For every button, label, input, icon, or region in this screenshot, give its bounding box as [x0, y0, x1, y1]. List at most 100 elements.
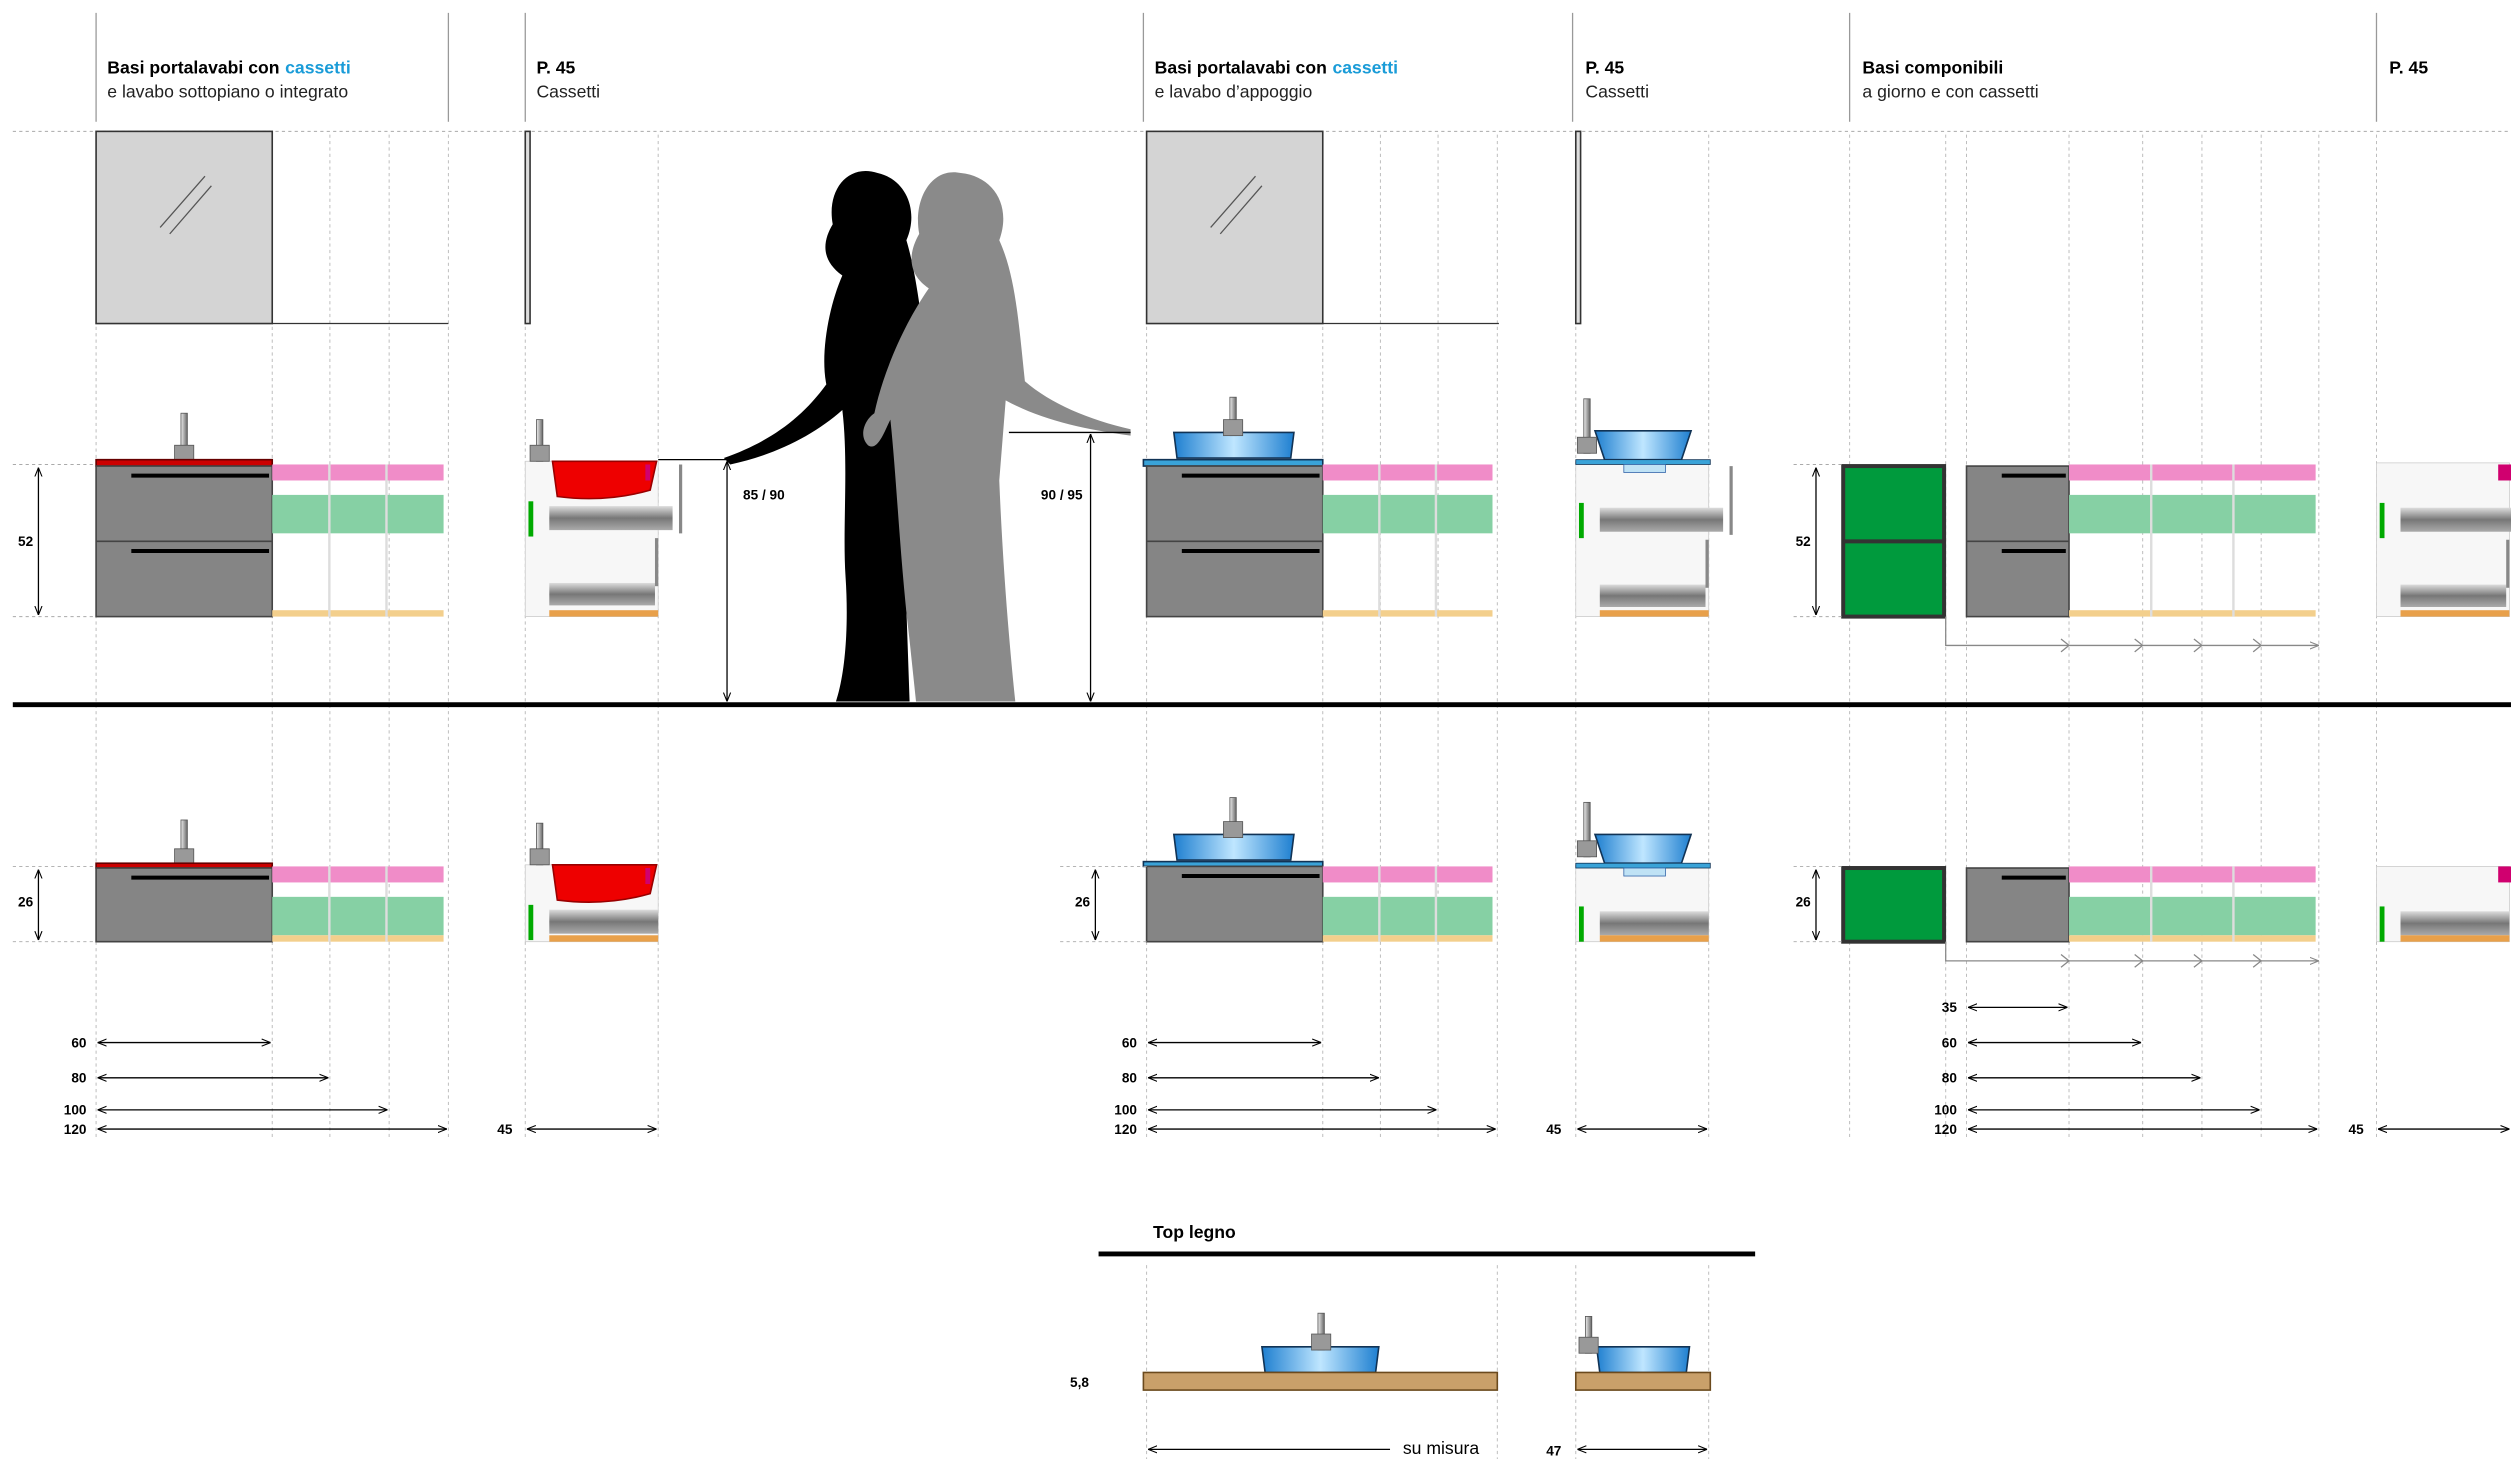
mark — [2498, 464, 2511, 481]
mark-green — [2379, 906, 2385, 942]
faucet-base — [1576, 840, 1597, 858]
label: 80 — [1942, 1071, 1958, 1086]
stripe-green — [1322, 896, 1493, 936]
bowl — [1593, 833, 1693, 865]
stripe-orange — [1322, 610, 1493, 617]
section-title: P. 45 — [536, 58, 575, 78]
stripe-orange — [272, 935, 444, 942]
silhouettes — [723, 170, 1131, 702]
sink-red — [551, 864, 658, 903]
stripe-green — [2069, 494, 2316, 534]
label: 80 — [1122, 1071, 1138, 1086]
faucet-base — [1311, 1333, 1332, 1351]
expand-arrow — [2252, 638, 2263, 653]
title: P. 45 — [2389, 58, 2428, 78]
label: 60 — [1942, 1035, 1958, 1050]
title: Basi componibili — [1862, 58, 2003, 78]
pipe — [2400, 911, 2510, 936]
mark-green — [528, 501, 534, 537]
label: 60 — [1122, 1035, 1138, 1050]
stripe-green — [272, 494, 444, 534]
stripe-green — [1322, 494, 1493, 534]
faucet-base — [1576, 436, 1597, 454]
wood-top — [1574, 1371, 1712, 1391]
label: 45 — [2349, 1122, 2365, 1137]
expand-arrow — [2134, 638, 2144, 653]
wood-top — [1142, 1371, 1499, 1391]
title: Basi portalavabi con — [107, 58, 279, 78]
pipe — [1599, 584, 1706, 607]
label: 80 — [71, 1071, 87, 1086]
title: P. 45 — [536, 58, 575, 78]
mirror-side — [1574, 130, 1582, 325]
stripe-green — [272, 896, 444, 936]
label: 52 — [18, 534, 34, 549]
section-title: Basi portalavabi con cassetti — [107, 58, 350, 78]
reflection — [1210, 175, 1256, 228]
label: e lavabo d’appoggio — [1155, 82, 1313, 102]
title: P. 45 — [1585, 58, 1624, 78]
expand-line — [1945, 616, 2319, 646]
label: 35 — [1942, 1000, 1958, 1015]
label: 45 — [497, 1122, 513, 1137]
bowl — [1172, 431, 1295, 459]
label: 100 — [1114, 1103, 1137, 1118]
bowl — [1593, 430, 1693, 461]
mirror — [1145, 130, 1324, 325]
pipe — [2400, 584, 2507, 607]
stripe-orange — [2400, 935, 2510, 942]
title: Basi portalavabi con — [1155, 58, 1327, 78]
pipe — [549, 506, 673, 531]
bowl — [1595, 1346, 1691, 1374]
pipe — [1599, 507, 1724, 532]
sink-red — [551, 460, 658, 500]
label: su misura — [1403, 1438, 1480, 1458]
label: 120 — [64, 1122, 87, 1137]
mark-green — [1578, 906, 1584, 942]
pipe — [549, 909, 659, 934]
mirror — [95, 130, 274, 325]
stripe-green — [2069, 896, 2316, 936]
label: 5,8 — [1070, 1375, 1089, 1390]
expand-line — [1945, 941, 2319, 961]
counter — [1575, 459, 1711, 465]
label: 26 — [1796, 894, 1812, 909]
expand-arrow — [2060, 953, 2071, 968]
section-title: Basi componibili — [1862, 58, 2003, 78]
label: Top legno — [1153, 1222, 1236, 1242]
drain — [1623, 464, 1666, 473]
stripe-orange — [1599, 935, 1709, 942]
counter — [1575, 862, 1711, 869]
faucet-base — [1578, 1336, 1599, 1354]
label: 90 / 95 — [1041, 488, 1083, 503]
expand-arrow — [2193, 953, 2203, 968]
label: 120 — [1934, 1122, 1957, 1137]
counter — [1142, 458, 1324, 467]
mark — [2498, 866, 2511, 883]
label: Cassetti — [1585, 82, 1649, 102]
reflection — [169, 185, 212, 235]
mark — [645, 868, 651, 885]
label: a giorno e con cassetti — [1862, 82, 2038, 102]
open-cabinet — [1841, 866, 1947, 944]
mark — [645, 464, 651, 481]
drain — [1623, 867, 1666, 877]
stripe-pink — [1322, 464, 1493, 481]
stripe-orange — [2069, 610, 2316, 617]
section-title: Basi portalavabi con cassetti — [1155, 58, 1398, 78]
silhouette-gray — [863, 172, 1131, 702]
faucet-base — [1223, 419, 1244, 437]
label: e lavabo sottopiano o integrato — [107, 82, 348, 102]
label: 26 — [1075, 894, 1091, 909]
reflection — [1219, 185, 1263, 235]
stripe-orange — [2400, 610, 2510, 617]
expand-arrow — [2060, 638, 2071, 653]
faucet-base — [529, 848, 550, 866]
highlight: cassetti — [285, 58, 351, 78]
expand-arrow — [2193, 638, 2203, 653]
bowl — [1172, 833, 1295, 861]
label: 120 — [1114, 1122, 1137, 1137]
silhouette-black — [723, 170, 929, 702]
label: Cassetti — [536, 82, 600, 102]
